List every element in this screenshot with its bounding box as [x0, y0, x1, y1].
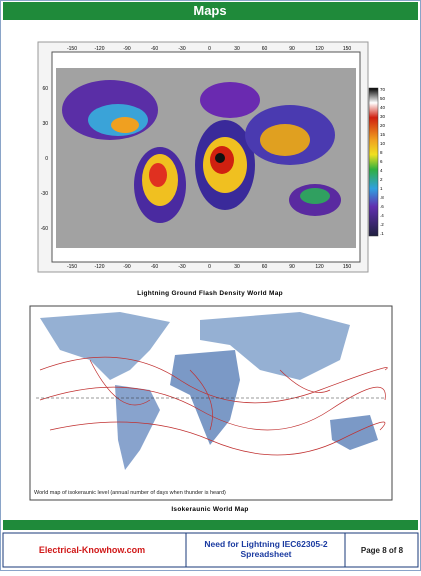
eurasia: [200, 312, 350, 380]
footer-doc-box: Need for Lightning IEC62305-2 Spreadshee…: [204, 539, 328, 559]
colorbar-label: 6: [380, 159, 383, 164]
africa-peak: [215, 153, 225, 163]
colorbar: [368, 87, 379, 237]
header-title: Maps: [193, 3, 226, 18]
south-america-hot: [149, 163, 167, 187]
map-x-label: -150: [67, 46, 77, 52]
footer-bar: [3, 520, 418, 530]
australia-core: [300, 188, 330, 204]
map-x-label: 0: [208, 264, 211, 270]
map-x-label: -30: [178, 46, 185, 52]
map-x-label: -120: [94, 46, 104, 52]
map-x-label: -120: [94, 264, 104, 270]
colorbar-label: 40: [380, 105, 386, 110]
footer-doc-title: Need for Lightning IEC62305-2 Spreadshee…: [204, 539, 328, 559]
map-x-label: 30: [234, 264, 240, 270]
colorbar-label: .2: [380, 222, 384, 227]
map-x-label: 30: [234, 46, 240, 52]
map-x-label: 60: [262, 46, 268, 52]
colorbar-label: 70: [380, 87, 386, 92]
colorbar-label: 50: [380, 96, 386, 101]
figure-note: World map of isokeraunic level (annual n…: [34, 490, 226, 496]
colorbar-label: 30: [380, 114, 386, 119]
figure-caption: Lightning Ground Flash Density World Map: [137, 290, 283, 297]
colorbar-label: .1: [380, 231, 384, 236]
flash-density-map: [37, 41, 379, 273]
australia: [330, 415, 378, 450]
map-x-label: -60: [151, 46, 158, 52]
map-x-label: -60: [151, 264, 158, 270]
footer-page: Page 8 of 8: [361, 546, 404, 555]
isokeraunic-map: World map of isokeraunic level (annual n…: [29, 305, 393, 501]
map-x-label: 60: [262, 264, 268, 270]
map-x-label: 90: [289, 264, 295, 270]
colorbar-label: 8: [380, 150, 383, 155]
north-america: [40, 312, 170, 380]
map-x-label: 120: [315, 264, 324, 270]
north-america-hot: [111, 117, 139, 133]
map-x-label: -90: [123, 46, 130, 52]
colorbar-label: 15: [380, 132, 386, 137]
map-y-label: 60: [42, 86, 48, 92]
colorbar-label: 1: [380, 186, 383, 191]
colorbar-label: .6: [380, 204, 384, 209]
map-y-label: 0: [45, 156, 48, 162]
colorbar-label: 2: [380, 177, 383, 182]
europe: [200, 82, 260, 118]
colorbar-label: 4: [380, 168, 383, 173]
figure-caption: Isokeraunic World Map: [171, 506, 248, 513]
map-x-label: 120: [315, 46, 324, 52]
map-y-label: 30: [42, 121, 48, 127]
map-y-label: -30: [41, 191, 48, 197]
map-x-label: 0: [208, 46, 211, 52]
colorbar-label: 20: [380, 123, 386, 128]
header-bar: [3, 2, 418, 20]
map-x-label: 150: [343, 264, 352, 270]
map-x-label: -90: [123, 264, 130, 270]
contours: [39, 356, 388, 456]
colorbar-label: .8: [380, 195, 384, 200]
map-x-label: 90: [289, 46, 295, 52]
map-x-label: -150: [67, 264, 77, 270]
footer-table: [2, 532, 419, 568]
map-x-label: 150: [343, 46, 352, 52]
colorbar-label: 10: [380, 141, 386, 146]
colorbar-label: .4: [380, 213, 384, 218]
asia-core: [260, 124, 310, 156]
map-x-label: -30: [178, 264, 185, 270]
map-y-label: -60: [41, 226, 48, 232]
footer-site: Electrical-Knowhow.com: [39, 545, 145, 555]
south-america: [115, 385, 160, 470]
